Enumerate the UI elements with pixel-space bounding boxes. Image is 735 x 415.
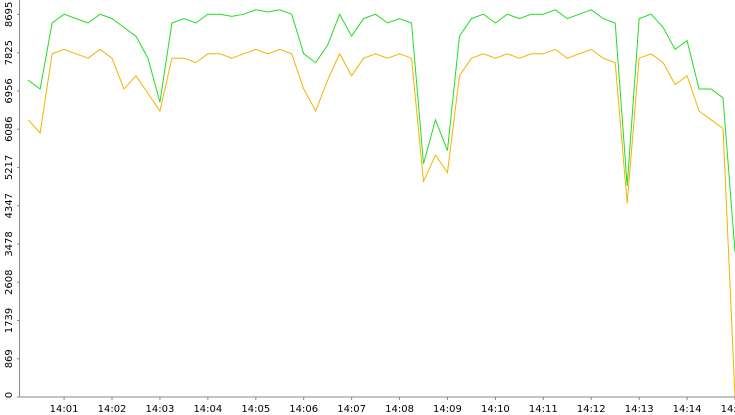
x-tick-label: 14:02 xyxy=(98,404,127,415)
y-tick-label: 4347 xyxy=(4,193,15,218)
x-tick-label: 14:01 xyxy=(50,404,79,415)
y-tick-label: 7825 xyxy=(4,40,15,65)
x-tick-label: 14:15 xyxy=(721,404,735,415)
y-tick-label: 5217 xyxy=(4,155,15,180)
x-tick-label: 14:05 xyxy=(241,404,270,415)
x-tick-label: 14:07 xyxy=(337,404,366,415)
x-tick-label: 14:08 xyxy=(385,404,414,415)
y-tick-label: 1739 xyxy=(4,308,15,333)
x-tick-label: 14:03 xyxy=(146,404,175,415)
x-tick-label: 14:04 xyxy=(193,404,222,415)
y-tick-label: 869 xyxy=(4,349,15,368)
y-tick-label: 6956 xyxy=(4,78,15,103)
x-tick-label: 14:09 xyxy=(433,404,462,415)
series-line xyxy=(27,48,735,398)
x-tick-label: 14:11 xyxy=(529,404,558,415)
x-tick-label: 14:12 xyxy=(577,404,606,415)
y-tick-label: 3478 xyxy=(4,231,15,256)
x-tick-label: 14:10 xyxy=(481,404,510,415)
y-tick-label: 2608 xyxy=(4,270,15,295)
series-line xyxy=(27,9,735,252)
y-tick-label: 6086 xyxy=(4,116,15,141)
y-tick-label: 0 xyxy=(4,392,15,398)
x-tick-label: 14:14 xyxy=(673,404,702,415)
x-tick-label: 14:06 xyxy=(289,404,318,415)
x-tick-label: 14:13 xyxy=(625,404,654,415)
y-tick-label: 8695 xyxy=(4,2,15,27)
